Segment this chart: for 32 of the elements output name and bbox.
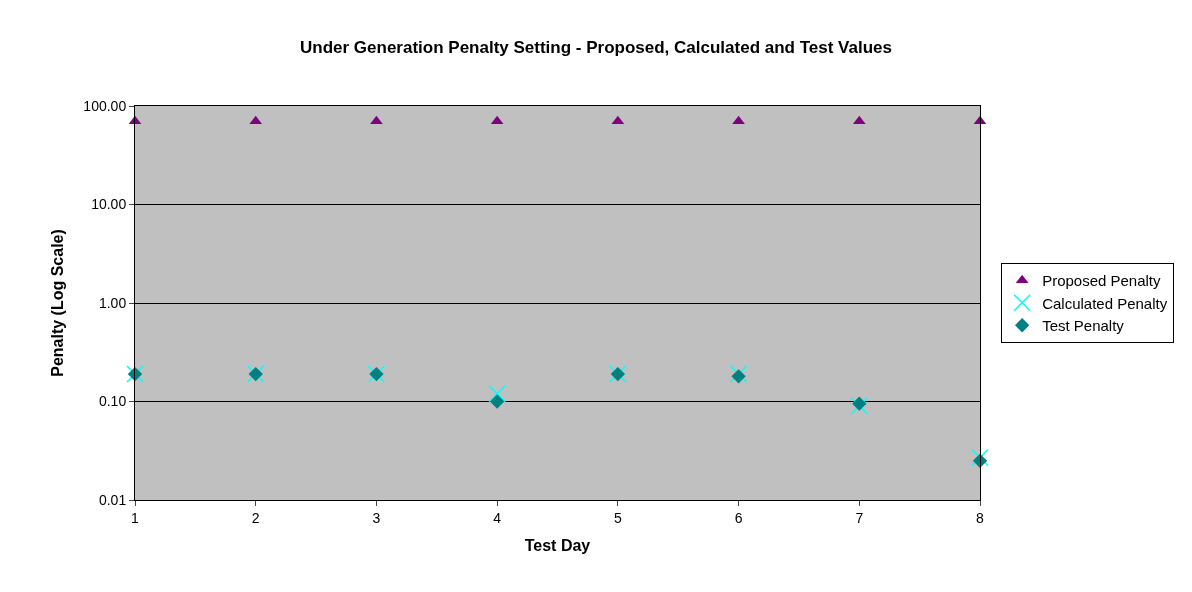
point: [852, 115, 866, 125]
point: [611, 115, 625, 125]
point: [490, 115, 504, 125]
point: [731, 369, 746, 384]
point: [489, 394, 505, 409]
point: [488, 384, 506, 403]
y-tick-label: 100.00: [83, 97, 127, 114]
point: [370, 115, 383, 125]
y-tick-label: 0.10: [98, 393, 127, 410]
x-tick-label: 5: [613, 509, 622, 526]
point: [850, 397, 869, 415]
x-tick-label: 6: [734, 509, 743, 526]
x-axis-title: Test Day: [524, 537, 591, 555]
x-tick-label: 4: [493, 509, 502, 526]
point: [732, 115, 745, 125]
x-tick-label: 2: [251, 509, 260, 526]
legend-label: Test Penalty: [1042, 317, 1125, 335]
x-tick-label: 8: [976, 509, 985, 526]
y-tick-label: 10.00: [91, 196, 127, 213]
y-tick-label: 0.01: [98, 491, 127, 508]
legend-label: Calculated Penalty: [1042, 294, 1168, 312]
point: [971, 448, 989, 467]
legend-label: Proposed Penalty: [1042, 272, 1162, 290]
y-tick-label: 1.00: [98, 294, 127, 311]
x-tick-label: 1: [131, 509, 140, 526]
point: [852, 396, 867, 411]
point: [729, 365, 748, 383]
chart-title: Under Generation Penalty Setting - Proposed, Calculated and Test Values: [300, 38, 892, 58]
x-tick-label: 3: [372, 509, 381, 526]
point: [249, 115, 263, 125]
y-axis-title: Penalty (Log Scale): [49, 229, 67, 377]
x-tick-label: 7: [855, 509, 864, 526]
